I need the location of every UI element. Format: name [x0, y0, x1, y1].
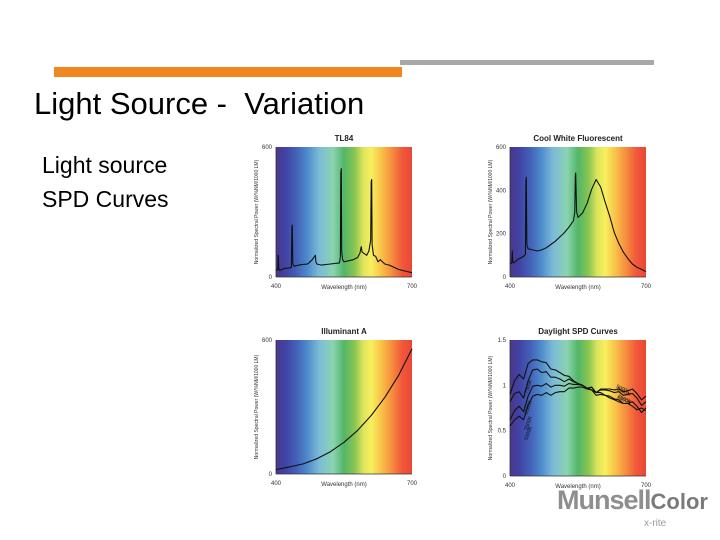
header-rule-gray [400, 60, 654, 65]
series-label: 6500K [523, 399, 534, 415]
series-line-5500k [509, 382, 647, 421]
y-axis-label: Normalized Spectral Power (W/%NM/1000 LM… [488, 159, 494, 264]
x-tick-label: 700 [641, 483, 652, 489]
xrite-logo: x-rite [644, 518, 667, 529]
y-tick-label: 1.5 [498, 338, 507, 344]
chart-title: Cool White Fluorescent [533, 134, 623, 143]
series-label: 7500K [616, 394, 632, 406]
slide-title: Light Source - Variation [34, 86, 365, 121]
x-tick-label: 400 [271, 284, 282, 290]
y-tick-label: 400 [496, 188, 507, 194]
series-label: 6500K [616, 395, 632, 407]
chart-2: Cool White Fluorescent 600 400 200 0 400 700 Wa… [488, 134, 652, 291]
logo-brand: Munsell [557, 485, 652, 515]
logo-brand-suffix: Color [650, 489, 708, 514]
y-tick-label: 600 [262, 338, 273, 344]
spectrum-background [276, 340, 412, 474]
spectrum-background [510, 340, 646, 476]
y-tick-label: 0 [269, 472, 273, 478]
y-tick-label: 0 [269, 275, 273, 281]
series-line [275, 348, 413, 471]
series-line-5000k [509, 386, 647, 427]
y-tick-label: 0 [503, 474, 507, 480]
y-axis-label: Normalized Spectral Power (W/%NM/1000 LM… [254, 159, 260, 264]
series-label: 5500K [616, 387, 632, 399]
y-axis-label: Normalized Spectral Power (W/%NM/1000 LM… [254, 354, 260, 459]
x-tick-label: 400 [271, 481, 282, 487]
spectrum-background [276, 147, 412, 277]
y-tick-label: 1 [503, 383, 507, 389]
chart-title: Daylight SPD Curves [538, 327, 618, 336]
series-line-6500k [509, 368, 647, 414]
x-axis-label: Wavelength (nm) [555, 285, 600, 291]
y-tick-label: 0.5 [498, 429, 507, 435]
series-label: 7500K [523, 378, 534, 394]
series-label: 5500K [523, 415, 534, 431]
y-tick-label: 0 [503, 275, 507, 281]
chart-3: Illuminant A 600 0 400 700 Wavelength (nm) Nor… [254, 327, 418, 488]
chart-title: TL84 [335, 134, 354, 143]
chart-title: Illuminant A [321, 327, 367, 336]
chart-4: Daylight SPD Curves 1.5 1 0.5 0 400 700 Wavelen… [488, 327, 652, 490]
series-label: 5000K [615, 384, 631, 396]
x-tick-label: 700 [641, 284, 652, 290]
y-tick-label: 200 [496, 232, 507, 238]
munsell-logo: MunsellColor [557, 485, 708, 516]
y-axis-label: Normalized Spectral Power (W/%NM/1000 LM… [488, 355, 494, 460]
chart-1: TL84 600 0 400 700 Wavelength (nm) Normalized … [254, 134, 418, 291]
series-line [275, 168, 413, 274]
spectrum-background [510, 147, 646, 277]
header-rule-orange [54, 67, 402, 77]
x-tick-label: 700 [407, 284, 418, 290]
y-tick-label: 600 [262, 145, 273, 151]
x-tick-label: 700 [407, 481, 418, 487]
series-line [509, 172, 647, 273]
x-tick-label: 400 [505, 483, 516, 489]
series-label: 5000K [523, 425, 534, 441]
x-axis-label: Wavelength (nm) [321, 482, 366, 488]
x-axis-label: Wavelength (nm) [555, 484, 600, 490]
x-tick-label: 400 [505, 284, 516, 290]
subtitle-line-1: Light source [42, 152, 168, 178]
subtitle-line-2: SPD Curves [42, 186, 169, 212]
y-tick-label: 600 [496, 145, 507, 151]
x-axis-label: Wavelength (nm) [321, 285, 366, 291]
